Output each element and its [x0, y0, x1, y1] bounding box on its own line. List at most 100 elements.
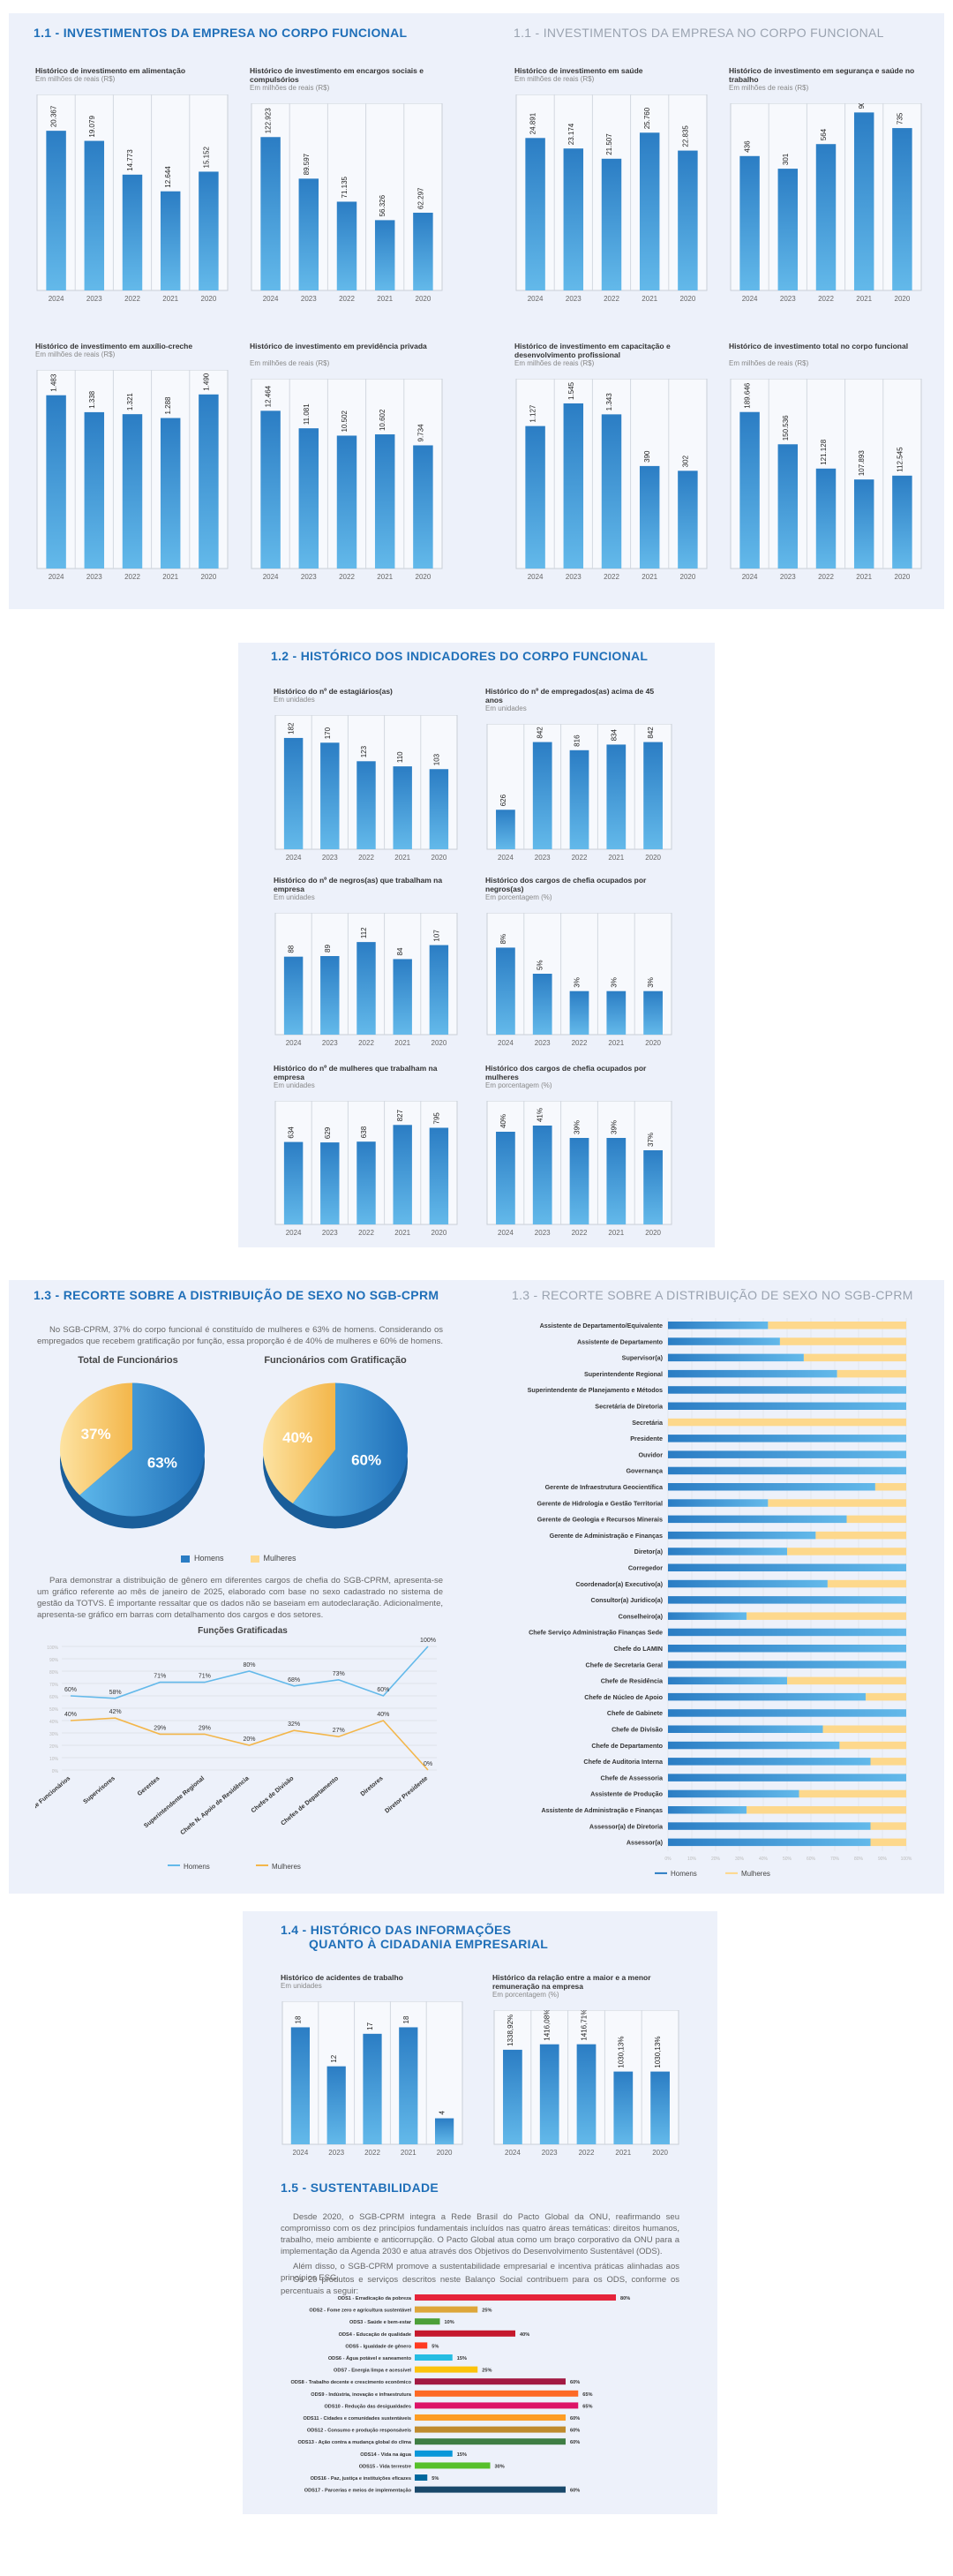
bar [639, 465, 660, 569]
data-label: 39% [610, 1120, 618, 1134]
category-label: Supervisor(a) [622, 1354, 664, 1362]
data-label: 795 [432, 1112, 440, 1125]
x-tick-label: Diretores [360, 1775, 385, 1797]
x-tick-label: 2020 [895, 573, 911, 581]
bar-women [837, 1369, 906, 1378]
x-tick-label: 2023 [322, 1229, 338, 1237]
bar [84, 411, 105, 569]
bar [374, 220, 395, 290]
bar [639, 132, 660, 290]
chart-c3: Histórico de investimento em saúde Em mil… [514, 66, 710, 305]
ods-bar [415, 2474, 428, 2481]
category-label: Chefe de Departamento [591, 1742, 663, 1750]
x-tick-label: 2022 [358, 1229, 374, 1237]
x-tick-label: Gerentes [137, 1775, 161, 1797]
data-label: 73% [333, 1671, 345, 1677]
category-label: Secretária de Diretoria [595, 1403, 664, 1411]
x-tick-label: 2024 [49, 573, 64, 581]
bar [393, 1125, 412, 1224]
ods-value: 30% [495, 2464, 505, 2469]
bar-men [668, 1337, 780, 1345]
category-label: Assessor(a) de Diretoria [589, 1822, 664, 1830]
bar-men [668, 1741, 840, 1750]
data-label: 56.326 [379, 194, 386, 216]
y-tick-label: 70% [49, 1683, 59, 1688]
data-label: 3% [647, 977, 655, 988]
data-label: 1.343 [605, 393, 613, 411]
data-label: 1.321 [126, 393, 134, 411]
data-label: 634 [288, 1126, 296, 1139]
chart-title: Histórico de investimento em saúde [514, 66, 643, 75]
legend-men: Homens [184, 1863, 210, 1871]
data-label: 12.644 [164, 166, 172, 188]
x-tick-label: Chefes de Divisão [251, 1775, 296, 1814]
bar [892, 475, 912, 569]
bar [853, 112, 874, 290]
chart-title: Histórico do nº de negros(as) que trabal… [274, 876, 443, 893]
data-label: 1.288 [164, 396, 172, 415]
data-label: 10.602 [379, 409, 386, 431]
data-label: 3% [574, 977, 582, 988]
category-label: Chefe de Secretaria Geral [586, 1661, 664, 1668]
x-tick-label: 2020 [645, 1229, 661, 1237]
bar-plot: 436 2024 301 2023 564 2022 902 2021 735 2020 [730, 103, 922, 303]
x-tick-label: 2021 [394, 1039, 410, 1047]
bar-women [870, 1758, 906, 1766]
x-tick-label: 2020 [431, 1229, 447, 1237]
data-label: 68% [288, 1677, 300, 1683]
bar-men [668, 1645, 906, 1653]
bar [413, 445, 433, 569]
gender-paragraph-1: No SGB-CPRM, 37% do corpo funcional é co… [37, 1325, 443, 1346]
bar [650, 2071, 670, 2144]
legend-swatch-men [168, 1864, 180, 1866]
x-tick-label: 2022 [818, 573, 834, 581]
chart-unit: Em porcentagem (%) [492, 1991, 559, 1999]
bar [320, 955, 340, 1035]
data-label: 25.760 [643, 107, 651, 129]
bar [539, 2044, 559, 2144]
bar-women [815, 1531, 906, 1540]
ods-label: ODS13 - Ação contra a mudança global do … [298, 2440, 412, 2445]
bar [283, 737, 304, 849]
x-tick-label: 2021 [377, 573, 393, 581]
data-label: 18 [294, 2015, 302, 2023]
data-label: 107.893 [858, 450, 866, 476]
data-label: 170 [324, 727, 332, 739]
chart-d6: Histórico dos cargos de chefia ocupados … [485, 1064, 675, 1239]
bar [601, 158, 622, 290]
ods-bar [415, 2486, 566, 2493]
x-tick-label: 2022 [364, 2149, 380, 2157]
data-label: 40% [64, 1712, 77, 1718]
pie-label-women: 40% [282, 1429, 312, 1446]
ods-bar [415, 2330, 515, 2337]
category-label: Assistente de Departamento [577, 1337, 664, 1345]
sustainability-paragraph-1: Desde 2020, o SGB-CPRM integra a Rede Br… [281, 2212, 679, 2256]
data-label: 88 [288, 945, 296, 953]
x-tick-label: 2023 [535, 1039, 551, 1047]
bar [532, 1126, 552, 1224]
ods-bar [415, 2378, 566, 2385]
bar [532, 742, 552, 849]
x-tick-label: 80% [854, 1857, 864, 1862]
bar [46, 131, 66, 290]
x-tick-label: 2024 [498, 854, 514, 862]
x-tick-label: 2023 [328, 2149, 344, 2157]
chart-title: Histórico dos cargos de chefia ocupados … [485, 876, 647, 893]
bar-men [668, 1483, 875, 1491]
x-tick-label: 2020 [895, 295, 911, 303]
x-tick-label: Supervisores [82, 1775, 116, 1805]
ods-value: 40% [520, 2332, 529, 2338]
data-label: 1030,13% [617, 2037, 625, 2068]
data-label: 150.536 [782, 415, 790, 441]
bar-plot: 182 2024 170 2023 123 2022 110 2021 103 2020 [274, 715, 458, 862]
data-label: 1338,92% [507, 2015, 514, 2046]
y-tick-label: 20% [49, 1744, 59, 1750]
ods-bar [415, 2402, 579, 2409]
y-tick-label: 0% [52, 1769, 59, 1774]
bar [563, 148, 584, 290]
ods-value: 60% [570, 2429, 580, 2434]
chart-d4: Histórico dos cargos de chefia ocupados … [485, 876, 675, 1049]
chart-unit: Em milhões de reais (R$) [250, 359, 330, 367]
bar [569, 749, 589, 849]
chart-unit: Em milhões de reais (R$) [729, 359, 809, 367]
